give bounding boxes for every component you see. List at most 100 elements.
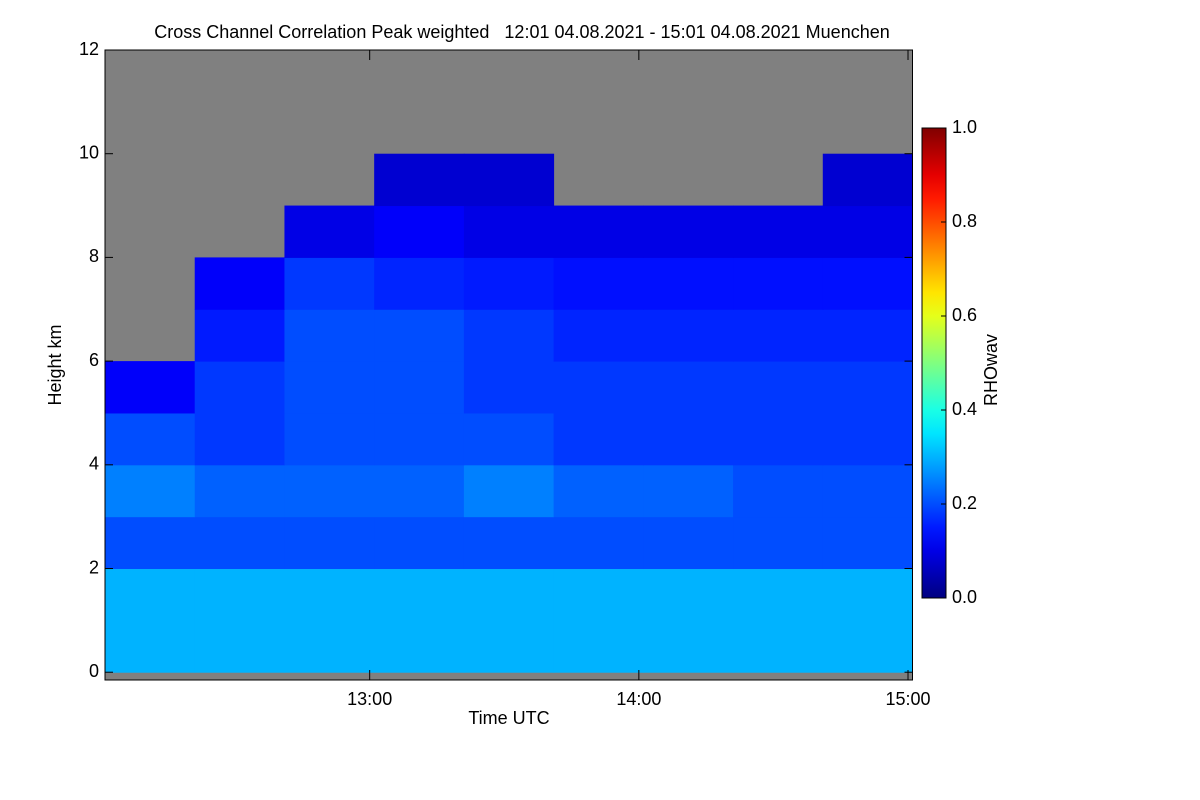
heatmap-cell xyxy=(733,516,824,570)
heatmap-cell xyxy=(105,516,196,570)
heatmap-cell xyxy=(733,412,824,466)
heatmap-cell xyxy=(463,620,555,673)
heatmap-cell xyxy=(822,153,913,207)
heatmap-cell xyxy=(643,568,734,621)
heatmap-cell xyxy=(822,568,913,621)
heatmap-cell xyxy=(733,464,824,518)
heatmap-cell xyxy=(374,516,465,570)
heatmap-cell xyxy=(553,568,644,621)
heatmap-cell xyxy=(194,361,285,414)
heatmap-cell xyxy=(463,516,555,570)
heatmap-cell xyxy=(463,153,555,207)
colorbar xyxy=(921,127,947,599)
chart-title: Cross Channel Correlation Peak weighted … xyxy=(154,22,890,42)
heatmap-cell xyxy=(822,464,913,518)
heatmap-cell xyxy=(284,568,375,621)
heatmap-cell xyxy=(374,257,465,310)
y-tick-label: 0 xyxy=(89,661,99,681)
heatmap-cell xyxy=(822,361,913,414)
heatmap-cell xyxy=(374,361,465,414)
heatmap-cell xyxy=(374,205,465,258)
heatmap-cell xyxy=(643,516,734,570)
heatmap-cell xyxy=(553,464,644,518)
heatmap-cell xyxy=(284,205,375,258)
heatmap-cell xyxy=(733,361,824,414)
heatmap-cell xyxy=(194,516,285,570)
heatmap-cell xyxy=(194,620,285,673)
y-tick-label: 4 xyxy=(89,454,99,474)
heatmap-cell xyxy=(643,309,734,362)
heatmap-cell xyxy=(643,257,734,310)
y-tick-label: 12 xyxy=(79,39,99,59)
heatmap-cell xyxy=(284,412,375,466)
heatmap-cell xyxy=(463,464,555,518)
y-tick-label: 2 xyxy=(89,557,99,577)
heatmap-cell xyxy=(105,568,196,621)
heatmap-cell xyxy=(643,464,734,518)
heatmap-cell xyxy=(643,412,734,466)
heatmap-cell xyxy=(374,412,465,466)
heatmap-cell xyxy=(194,257,285,310)
x-tick-label: 14:00 xyxy=(616,689,661,709)
heatmap-cell xyxy=(284,309,375,362)
heatmap-cell xyxy=(822,620,913,673)
heatmap-cell xyxy=(822,412,913,466)
heatmap-cell xyxy=(553,309,644,362)
plot-frame xyxy=(104,49,913,681)
heatmap-cell xyxy=(643,620,734,673)
heatmap-cell xyxy=(194,412,285,466)
heatmap-cell xyxy=(284,464,375,518)
y-tick-label: 6 xyxy=(89,350,99,370)
heatmap-cell xyxy=(553,205,644,258)
colorbar-tick-label: 0.4 xyxy=(952,399,977,419)
x-tick-label: 15:00 xyxy=(885,689,930,709)
heatmap-cell xyxy=(463,568,555,621)
heatmap-cell xyxy=(105,464,196,518)
heatmap-cell xyxy=(463,361,555,414)
heatmap-cell xyxy=(374,620,465,673)
heatmap-cell xyxy=(822,205,913,258)
heatmap-cell xyxy=(553,516,644,570)
heatmap-cell xyxy=(284,257,375,310)
heatmap-cell xyxy=(463,205,555,258)
heatmap-cell xyxy=(463,412,555,466)
heatmap-cell xyxy=(822,257,913,310)
heatmap-cell xyxy=(733,620,824,673)
heatmap-cell xyxy=(553,412,644,466)
heatmap-cell xyxy=(643,205,734,258)
heatmap-cell xyxy=(374,568,465,621)
heatmap-cell xyxy=(194,568,285,621)
heatmap-cell xyxy=(822,309,913,362)
y-tick-label: 10 xyxy=(79,142,99,162)
heatmap-cell xyxy=(105,620,196,673)
heatmap-cell xyxy=(284,620,375,673)
heatmap-cell xyxy=(374,309,465,362)
heatmap-cell xyxy=(463,309,555,362)
heatmap-cell xyxy=(374,464,465,518)
colorbar-tick-label: 0.2 xyxy=(952,493,977,513)
heatmap-cell xyxy=(733,205,824,258)
heatmap-cell xyxy=(733,568,824,621)
heatmap-cell xyxy=(733,309,824,362)
x-tick-label: 13:00 xyxy=(347,689,392,709)
x-axis-label: Time UTC xyxy=(468,708,549,728)
heatmap-cell xyxy=(105,412,196,466)
colorbar-label: RHOwav xyxy=(981,334,1001,406)
heatmap-cell xyxy=(463,257,555,310)
heatmap-cell xyxy=(284,516,375,570)
heatmap-cell xyxy=(553,257,644,310)
colorbar-tick-label: 1.0 xyxy=(952,117,977,137)
heatmap-cell xyxy=(553,361,644,414)
heatmap-cell xyxy=(822,516,913,570)
colorbar-tick-label: 0.0 xyxy=(952,587,977,607)
heatmap-cell xyxy=(194,309,285,362)
colorbar-tick-label: 0.6 xyxy=(952,305,977,325)
y-axis-label: Height km xyxy=(45,324,65,405)
heatmap-cell xyxy=(643,361,734,414)
colorbar-tick-label: 0.8 xyxy=(952,211,977,231)
heatmap-cell xyxy=(733,257,824,310)
heatmap-cell xyxy=(553,620,644,673)
heatmap-cell xyxy=(284,361,375,414)
y-tick-label: 8 xyxy=(89,246,99,266)
heatmap-cell xyxy=(374,153,465,207)
